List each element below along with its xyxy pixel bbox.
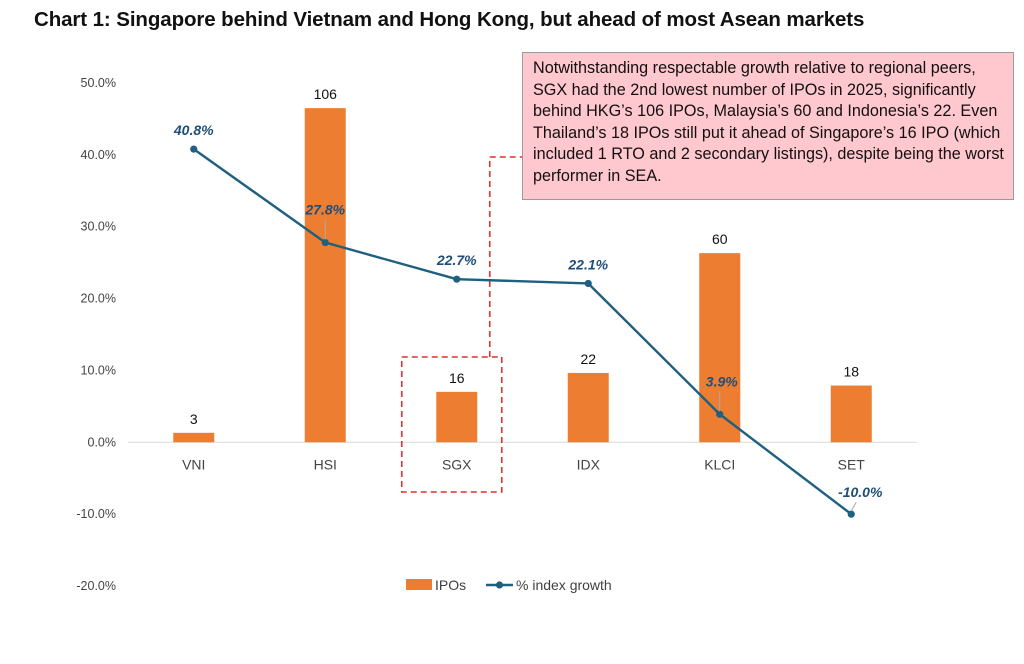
ipo-bar xyxy=(830,385,872,443)
ipo-bar-label: 16 xyxy=(449,370,465,386)
category-label: VNI xyxy=(182,456,205,472)
category-label: KLCI xyxy=(704,456,735,472)
y-tick-label: 30.0% xyxy=(81,220,116,234)
chart-legend: IPOs % index growth xyxy=(406,577,612,593)
y-tick-label: 50.0% xyxy=(81,76,116,90)
index-growth-line xyxy=(190,145,855,518)
y-tick-label: -10.0% xyxy=(76,507,116,521)
category-labels: VNI HSI SGX IDX KLCI SET xyxy=(182,456,865,472)
legend-ipos-label: IPOs xyxy=(435,577,466,593)
index-growth-label: 22.7% xyxy=(436,252,477,268)
ipo-bar xyxy=(567,372,609,443)
y-axis-ticks: -20.0% -10.0% 0.0% 10.0% 20.0% 30.0% 40.0% 50.0… xyxy=(76,76,116,593)
ipo-bar xyxy=(436,391,478,443)
legend-growth-marker xyxy=(495,581,504,589)
ipo-bar xyxy=(173,432,215,443)
index-growth-label: 22.1% xyxy=(567,256,608,272)
index-growth-label: 3.9% xyxy=(706,373,738,389)
legend-ipos-swatch xyxy=(406,579,432,590)
label-leader-line xyxy=(850,501,857,512)
chart-title: Chart 1: Singapore behind Vietnam and Ho… xyxy=(34,8,865,31)
index-growth-point xyxy=(190,145,198,153)
index-growth-point xyxy=(584,279,592,288)
index-growth-label: 27.8% xyxy=(304,202,345,218)
ipo-bar-labels: 3 106 16 22 60 18 xyxy=(190,86,859,427)
sgx-highlight xyxy=(400,156,522,493)
annotation-callout: Notwithstanding respectable growth relat… xyxy=(522,52,1014,200)
legend-growth-label: % index growth xyxy=(516,577,612,593)
ipo-bar-label: 60 xyxy=(712,231,728,247)
ipo-bar xyxy=(304,108,346,443)
index-growth-labels: 40.8% 27.8% 22.7% 22.1% 3.9% -10.0% xyxy=(173,122,883,512)
y-tick-label: 10.0% xyxy=(81,363,116,377)
ipo-bar-label: 3 xyxy=(190,411,198,427)
y-tick-label: 0.0% xyxy=(88,435,117,449)
category-label: SET xyxy=(838,456,866,472)
ipo-bar-label: 106 xyxy=(314,86,338,102)
sgx-connector-line xyxy=(488,156,522,357)
index-growth-path xyxy=(193,148,852,516)
index-growth-point xyxy=(453,275,461,283)
index-growth-point xyxy=(321,238,329,247)
index-growth-point xyxy=(847,510,855,518)
y-tick-label: 20.0% xyxy=(81,292,116,306)
index-growth-label: -10.0% xyxy=(838,484,883,500)
category-label: IDX xyxy=(577,456,601,472)
y-tick-label: -20.0% xyxy=(76,579,116,593)
index-growth-point xyxy=(716,410,724,418)
category-label: HSI xyxy=(314,456,337,472)
y-tick-label: 40.0% xyxy=(81,148,116,162)
sgx-highlight-box xyxy=(400,356,503,493)
ipo-bars xyxy=(173,108,872,443)
ipo-bar-label: 22 xyxy=(580,351,596,367)
index-growth-label: 40.8% xyxy=(173,122,214,138)
ipo-bar-label: 18 xyxy=(843,364,859,380)
category-label: SGX xyxy=(442,456,472,472)
